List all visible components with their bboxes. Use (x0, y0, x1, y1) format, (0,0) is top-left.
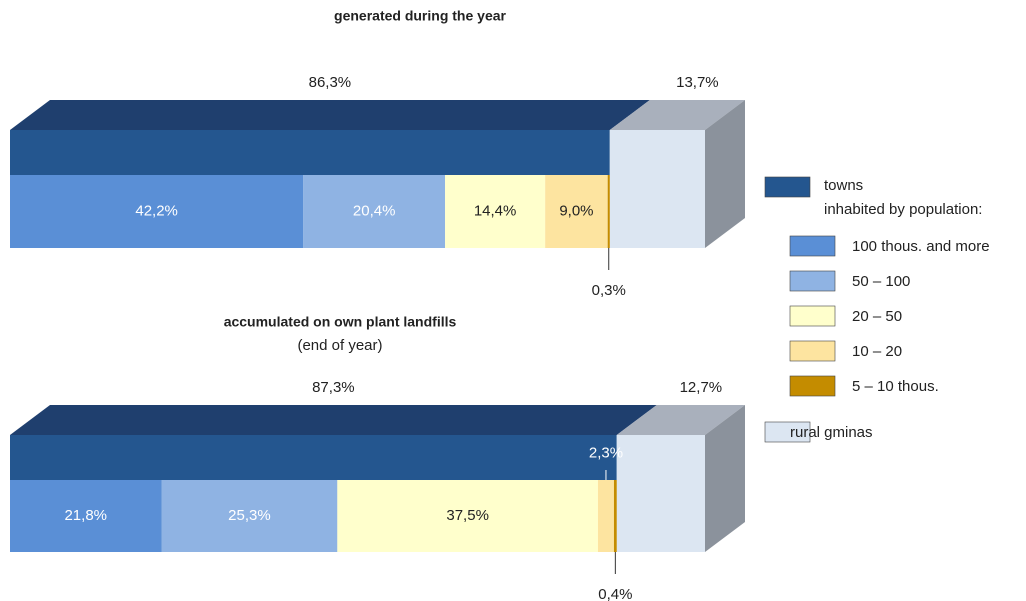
total-label: 12,7% (680, 379, 723, 396)
segment (607, 175, 610, 248)
segment-label: 42,2% (135, 202, 178, 219)
legend-swatch (789, 270, 836, 292)
towns-top (10, 100, 650, 130)
towns-front (10, 435, 617, 480)
legend-subtitle: inhabited by population: (824, 201, 982, 218)
segment (303, 175, 446, 248)
legend-label: 20 – 50 (852, 308, 902, 325)
rural-front (609, 130, 705, 248)
rural-top (609, 100, 745, 130)
chart-title: generated during the year (334, 8, 506, 24)
segment (445, 175, 546, 248)
segment (613, 480, 617, 552)
segment (545, 175, 608, 248)
segment-label: 0,3% (592, 282, 626, 299)
legend-swatch (789, 375, 836, 397)
rural-front (616, 435, 705, 552)
segment-label: 37,5% (446, 507, 489, 524)
rural-side (705, 100, 745, 248)
total-label: 87,3% (312, 379, 355, 396)
segment (10, 175, 304, 248)
segment-label: 2,3% (589, 444, 623, 461)
legend-label: rural gminas (790, 424, 873, 441)
legend-label: towns (824, 177, 863, 194)
chart-subtitle: (end of year) (297, 337, 382, 354)
legend-label: 5 – 10 thous. (852, 378, 939, 395)
legend-swatch (764, 421, 811, 443)
segment-label: 21,8% (64, 507, 107, 524)
legend-label: 10 – 20 (852, 343, 902, 360)
segment-label: 0,4% (598, 586, 632, 601)
segment-label: 20,4% (353, 202, 396, 219)
rural-top (616, 405, 745, 435)
towns-top (10, 405, 657, 435)
segment (337, 480, 598, 552)
legend-swatch (789, 235, 836, 257)
legend-swatch (789, 340, 836, 362)
total-label: 86,3% (309, 74, 352, 91)
legend-label: 50 – 100 (852, 273, 910, 290)
segment-label: 14,4% (474, 202, 517, 219)
chart-title: accumulated on own plant landfills (224, 314, 457, 330)
segment-label: 9,0% (559, 202, 593, 219)
segment (597, 480, 614, 552)
segment-label: 25,3% (228, 507, 271, 524)
segment (10, 480, 162, 552)
towns-front (10, 130, 610, 175)
legend-swatch (764, 176, 811, 198)
legend-label: 100 thous. and more (852, 238, 990, 255)
rural-side (705, 405, 745, 552)
total-label: 13,7% (676, 74, 719, 91)
segment (161, 480, 338, 552)
legend-swatch (789, 305, 836, 327)
